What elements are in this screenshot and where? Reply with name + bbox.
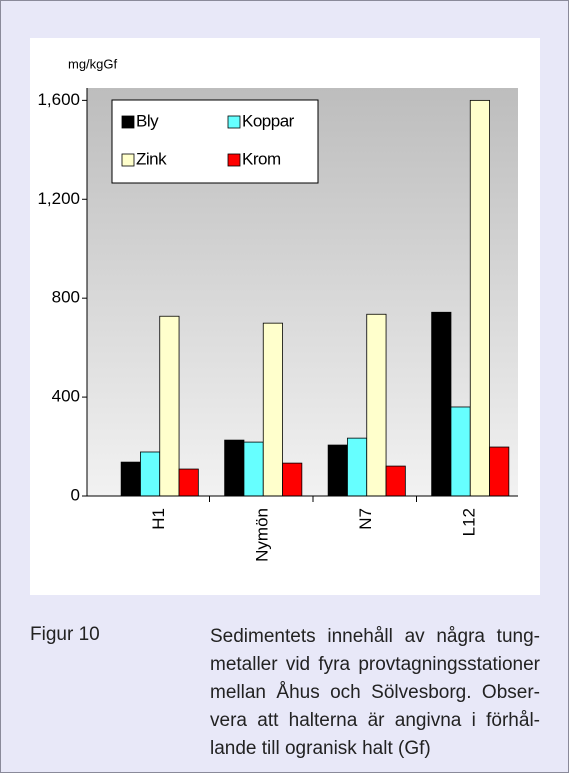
bar (366, 313, 387, 497)
legend-swatch (121, 115, 135, 129)
legend-swatch (121, 153, 135, 167)
bar (224, 439, 245, 497)
legend-label: Bly (136, 111, 159, 130)
bar (489, 446, 510, 497)
y-tick-label: 0 (71, 485, 80, 504)
caption-line: lande till ogranisk halt (Gf) (210, 738, 431, 759)
y-tick-label: 400 (52, 387, 80, 406)
y-tick-label: 1,600 (37, 90, 80, 109)
bar (385, 465, 406, 497)
caption-line: vera att halterna är angivna i förhål- (210, 710, 540, 731)
legend-label: Koppar (242, 111, 295, 130)
y-tick-label: 800 (52, 288, 80, 307)
bar (327, 444, 348, 497)
y-tick-label: 1,200 (37, 189, 80, 208)
legend-swatch (227, 153, 241, 167)
y-axis-label: mg/kgGf (68, 56, 118, 71)
bar (431, 311, 452, 497)
legend-label: Zink (136, 149, 167, 168)
bar (450, 406, 471, 497)
legend-swatch (227, 115, 241, 129)
caption-line: mellan Åhus och Sölvesborg. Obser- (210, 682, 540, 703)
caption-line: metaller vid fyra provtagningsstationer (210, 654, 540, 675)
x-tick-label: L12 (460, 508, 479, 536)
x-tick-label: N7 (356, 508, 375, 530)
bar (140, 451, 161, 497)
bar (347, 437, 368, 497)
bar (262, 322, 283, 497)
legend-box (111, 99, 319, 184)
caption-label: Figur 10 (30, 624, 100, 645)
caption-line: Sedimentets innehåll av några tung- (210, 626, 540, 647)
x-tick-label: H1 (149, 508, 168, 530)
bar (178, 468, 199, 497)
bar (469, 99, 490, 497)
caption-text: Sedimentets innehåll av några tung-metal… (210, 624, 540, 764)
bar (159, 315, 180, 497)
bar (282, 462, 303, 497)
bar (120, 461, 141, 497)
legend-label: Krom (242, 149, 281, 168)
bar (243, 441, 264, 497)
x-tick-label: Nymön (253, 508, 272, 562)
